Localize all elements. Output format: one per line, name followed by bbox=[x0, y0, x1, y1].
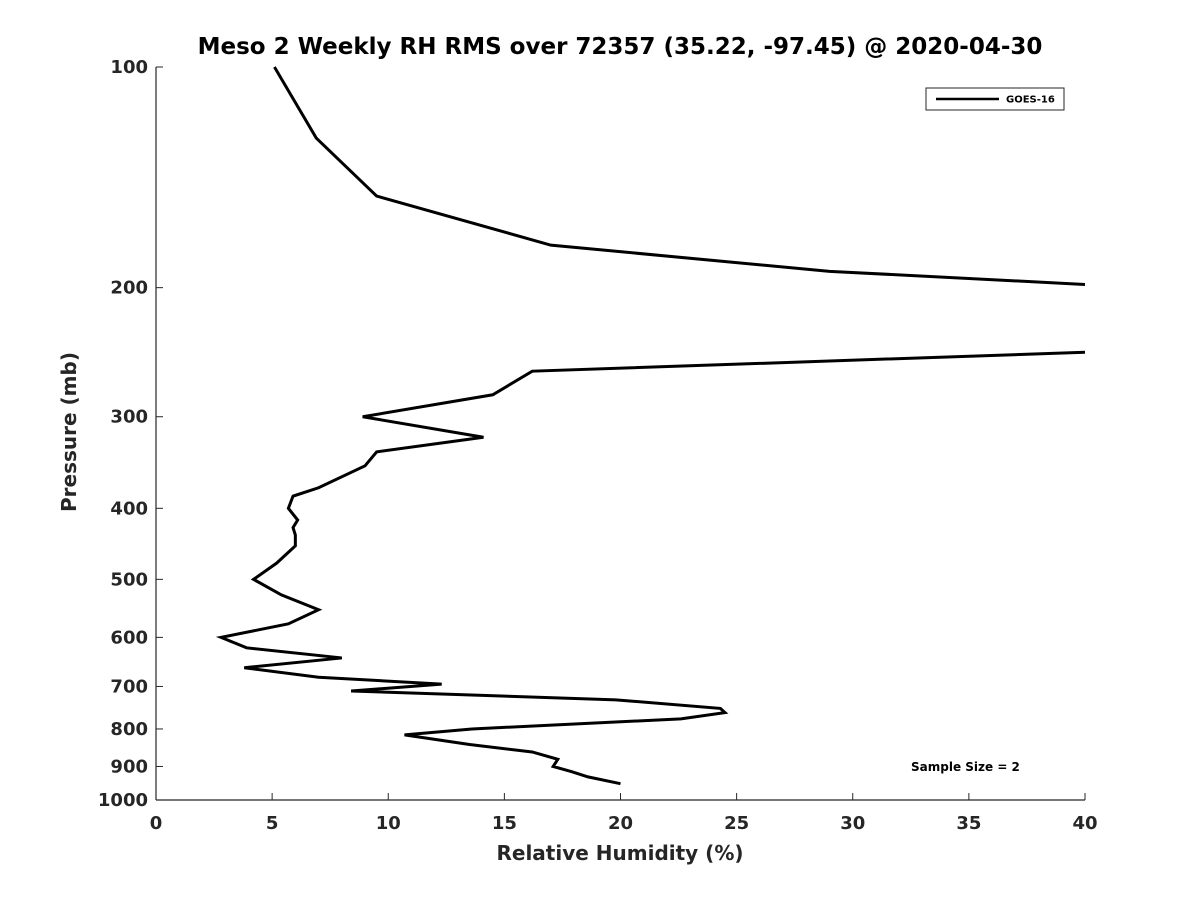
chart-title: Meso 2 Weekly RH RMS over 72357 (35.22, … bbox=[198, 34, 1043, 60]
x-tick-label: 35 bbox=[956, 813, 981, 834]
y-tick-label: 500 bbox=[110, 569, 148, 590]
x-tick-label: 25 bbox=[724, 813, 749, 834]
y-tick-label: 300 bbox=[110, 407, 148, 428]
y-tick-label: 200 bbox=[110, 278, 148, 299]
y-tick-label: 800 bbox=[110, 719, 148, 740]
x-tick-label: 15 bbox=[492, 813, 517, 834]
x-tick-label: 0 bbox=[150, 813, 163, 834]
y-tick-label: 700 bbox=[110, 676, 148, 697]
y-tick-label: 1000 bbox=[98, 790, 148, 811]
y-tick-label: 400 bbox=[110, 498, 148, 519]
x-tick-label: 10 bbox=[376, 813, 401, 834]
x-axis-label: Relative Humidity (%) bbox=[496, 841, 743, 865]
y-tick-label: 900 bbox=[110, 756, 148, 777]
x-tick-label: 40 bbox=[1072, 813, 1097, 834]
x-tick-label: 20 bbox=[608, 813, 633, 834]
x-tick-label: 30 bbox=[840, 813, 865, 834]
legend-label-goes-16: GOES-16 bbox=[1006, 95, 1055, 106]
x-ticks: 0 5 10 15 20 25 30 35 40 bbox=[150, 793, 1098, 834]
sample-size-annotation: Sample Size = 2 bbox=[911, 760, 1020, 774]
series-goes-16 bbox=[215, 66, 1086, 786]
y-tick-label: 600 bbox=[110, 627, 148, 648]
y-tick-label: 100 bbox=[110, 57, 148, 78]
x-tick-label: 5 bbox=[266, 813, 279, 834]
series-layer bbox=[215, 66, 1086, 786]
y-axis-label: Pressure (mb) bbox=[57, 352, 81, 512]
series-line-goes-16 bbox=[215, 66, 1086, 786]
legend: GOES-16 bbox=[925, 87, 1065, 111]
y-ticks: 100 200 300 400 500 600 700 800 900 1000 bbox=[98, 57, 163, 811]
